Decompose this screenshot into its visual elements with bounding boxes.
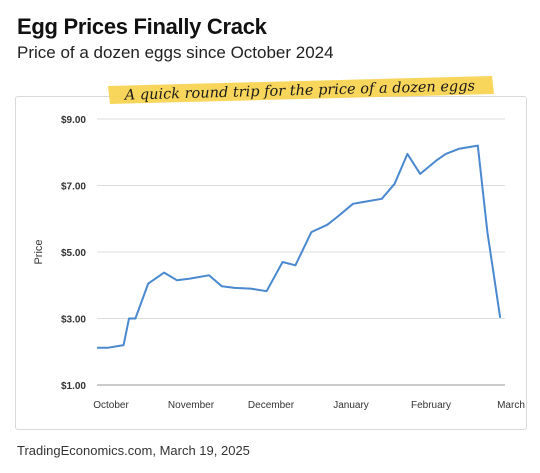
y-tick-label: $1.00 bbox=[61, 381, 86, 392]
chart-panel bbox=[15, 96, 527, 430]
y-axis-label: Price bbox=[33, 239, 45, 264]
y-axis-ticks: $1.00 $3.00 $5.00 $7.00 $9.00 bbox=[61, 115, 86, 392]
chart-subtitle: Price of a dozen eggs since October 2024 bbox=[17, 43, 334, 62]
x-tick-label: October bbox=[93, 400, 129, 411]
annotation-highlight bbox=[108, 76, 494, 104]
annotation-text: A quick round trip for the price of a do… bbox=[123, 78, 476, 103]
y-tick-label: $9.00 bbox=[61, 115, 86, 126]
x-tick-label: December bbox=[248, 400, 295, 411]
x-tick-label: November bbox=[168, 400, 215, 411]
x-tick-label: January bbox=[333, 400, 369, 411]
source-note: TradingEconomics.com, March 19, 2025 bbox=[17, 443, 250, 458]
series-line-egg-price bbox=[97, 144, 502, 349]
y-tick-label: $5.00 bbox=[61, 248, 86, 259]
chart-title: Egg Prices Finally Crack bbox=[17, 14, 267, 39]
y-tick-label: $3.00 bbox=[61, 315, 86, 326]
x-axis-ticks: October November December January February Ma… bbox=[93, 400, 525, 411]
x-tick-label: February bbox=[411, 400, 451, 411]
series-layer bbox=[97, 144, 502, 349]
y-tick-label: $7.00 bbox=[61, 182, 86, 193]
x-tick-label: March bbox=[497, 400, 525, 411]
